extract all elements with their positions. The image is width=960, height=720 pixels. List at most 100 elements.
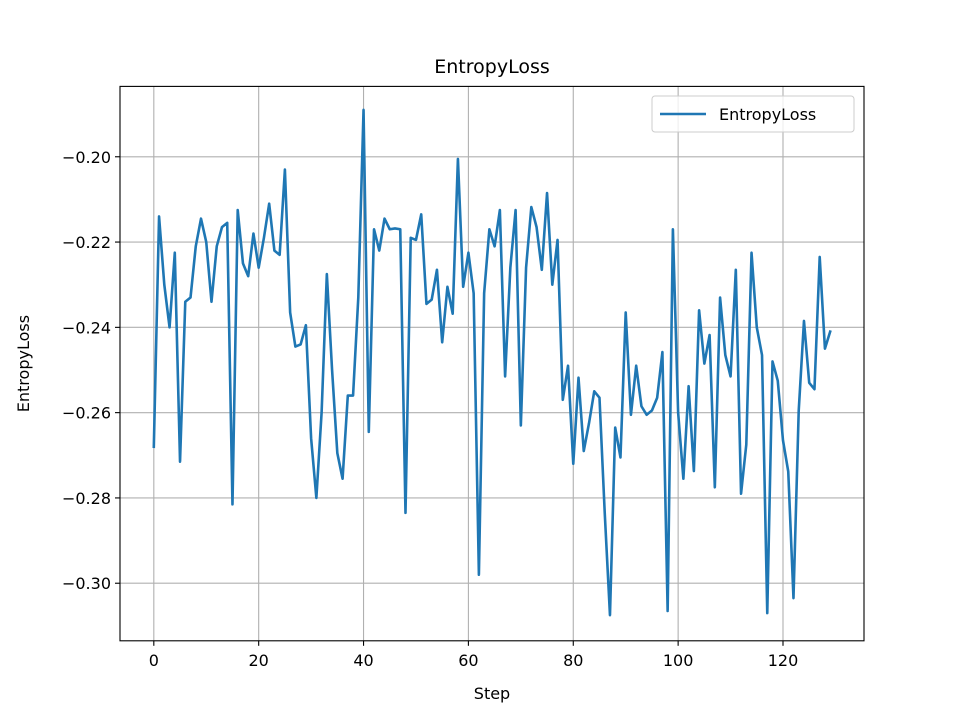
data-point: [635, 364, 638, 367]
data-point: [672, 228, 675, 231]
data-point: [504, 375, 507, 378]
data-point: [194, 245, 197, 248]
x-tick-label: 80: [563, 651, 583, 670]
data-point: [645, 413, 648, 416]
data-point: [651, 409, 654, 412]
data-point: [373, 228, 376, 231]
data-point: [630, 413, 633, 416]
data-point: [457, 158, 460, 161]
plot-area: [120, 86, 864, 641]
data-point: [567, 364, 570, 367]
chart-title: EntropyLoss: [434, 56, 550, 78]
x-tick-label: 60: [458, 651, 478, 670]
data-point: [803, 320, 806, 323]
data-point: [808, 381, 811, 384]
data-point: [189, 296, 192, 299]
x-axis-label: Step: [474, 684, 510, 703]
series-layer: [152, 108, 832, 617]
data-point: [782, 439, 785, 442]
data-point: [451, 312, 454, 315]
data-point: [483, 292, 486, 295]
x-tick-label: 20: [249, 651, 269, 670]
data-point: [252, 232, 255, 235]
data-point: [582, 450, 585, 453]
y-tick-label: −0.30: [62, 574, 111, 593]
data-point: [284, 168, 287, 171]
data-point: [488, 228, 491, 231]
data-point: [163, 283, 166, 286]
data-point: [614, 426, 617, 429]
data-point: [551, 283, 554, 286]
data-point: [693, 470, 696, 473]
data-point: [331, 369, 334, 372]
data-point: [273, 249, 276, 252]
data-point: [352, 394, 355, 397]
data-point: [813, 388, 816, 391]
data-point: [430, 298, 433, 301]
data-point: [593, 390, 596, 393]
data-point: [472, 292, 475, 295]
data-point: [409, 236, 412, 239]
data-point: [750, 251, 753, 254]
data-point: [399, 228, 402, 231]
legend-label: EntropyLoss: [719, 105, 816, 124]
data-point: [221, 226, 224, 229]
data-point: [829, 330, 832, 333]
data-point: [609, 614, 612, 617]
data-point: [153, 445, 156, 448]
data-point: [787, 470, 790, 473]
data-point: [546, 192, 549, 195]
data-point: [520, 424, 523, 427]
data-point: [708, 334, 711, 337]
data-point: [556, 239, 559, 242]
x-tick-label: 120: [768, 651, 799, 670]
data-point: [755, 326, 758, 329]
data-point: [310, 437, 313, 440]
data-point: [247, 275, 250, 278]
y-tick-label: −0.26: [62, 404, 111, 423]
data-point: [478, 573, 481, 576]
x-axis: 0 20 40 60 80 100 120: [149, 640, 799, 670]
axes-frame: [119, 85, 865, 642]
data-point: [294, 345, 297, 348]
x-tick-label: 40: [353, 651, 373, 670]
data-point: [824, 347, 827, 350]
data-point: [415, 239, 418, 242]
data-point: [661, 351, 664, 354]
data-point: [719, 296, 722, 299]
data-point: [184, 300, 187, 303]
data-point: [226, 222, 229, 225]
data-point: [357, 296, 360, 299]
data-point: [231, 503, 234, 506]
data-point: [535, 226, 538, 229]
data-point: [179, 460, 182, 463]
data-point: [378, 249, 381, 252]
data-point: [420, 213, 423, 216]
data-point: [236, 209, 239, 212]
data-point: [682, 477, 685, 480]
data-point: [462, 286, 465, 289]
data-point: [729, 375, 732, 378]
y-tick-label: −0.24: [62, 318, 111, 337]
data-point: [797, 409, 800, 412]
data-point: [698, 309, 701, 312]
data-point: [242, 262, 245, 265]
data-point: [687, 385, 690, 388]
data-point: [278, 254, 281, 257]
y-axis: −0.30 −0.28 −0.26 −0.24 −0.22 −0.20: [62, 148, 120, 593]
data-point: [776, 379, 779, 382]
data-point: [525, 266, 528, 269]
data-point: [724, 354, 727, 357]
data-point: [499, 209, 502, 212]
data-point: [210, 300, 213, 303]
data-point: [624, 311, 627, 314]
data-point: [367, 431, 370, 434]
data-point: [305, 324, 308, 327]
data-point: [446, 286, 449, 289]
legend-box: [651, 95, 855, 133]
data-point: [268, 202, 271, 205]
data-point: [640, 405, 643, 408]
data-point: [603, 512, 606, 515]
data-point: [619, 456, 622, 459]
